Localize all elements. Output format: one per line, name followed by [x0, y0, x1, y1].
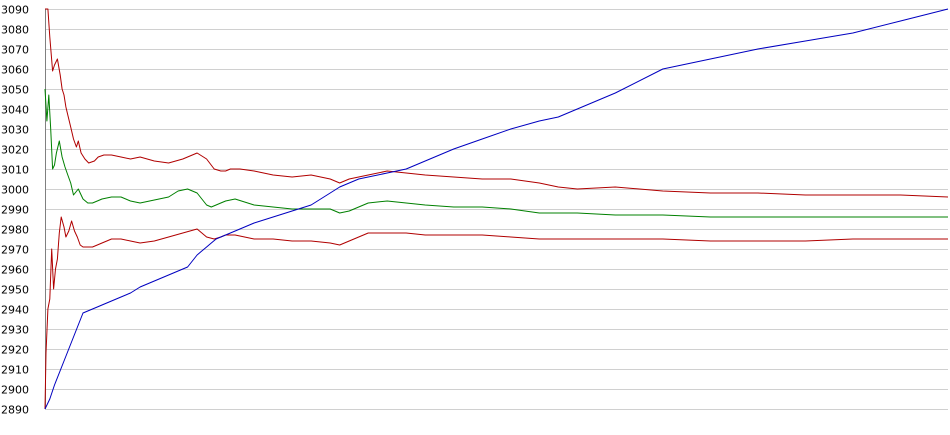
- y-tick-label: 2950: [1, 284, 29, 297]
- y-tick-label: 3020: [1, 144, 29, 157]
- series-line-upper: [45, 8, 949, 198]
- y-tick-label: 2990: [1, 204, 29, 217]
- y-tick-label: 2970: [1, 244, 29, 257]
- y-tick-label: 2940: [1, 304, 29, 317]
- y-tick-label: 3040: [1, 104, 29, 117]
- y-tick-label: 2920: [1, 344, 29, 357]
- y-tick-label: 3010: [1, 164, 29, 177]
- y-tick-label: 2890: [1, 404, 29, 417]
- y-tick-label: 3050: [1, 84, 29, 97]
- y-tick-label: 3060: [1, 64, 29, 77]
- series-layer: [44, 8, 949, 410]
- y-tick-label: 3000: [1, 184, 29, 197]
- y-tick-label: 3090: [1, 4, 29, 17]
- y-tick-label: 3070: [1, 44, 29, 57]
- y-tick-label: 2960: [1, 264, 29, 277]
- y-tick-label: 3080: [1, 24, 29, 37]
- y-tick-label: 2900: [1, 384, 29, 397]
- grid-layer: [45, 9, 948, 410]
- y-tick-label: 3030: [1, 124, 29, 137]
- series-line-middle: [44, 88, 948, 218]
- y-tick-label: 2930: [1, 324, 29, 337]
- y-tick-labels: 2890 2900 2910 2920 2930 2940 2950 2960 2970 2980…: [1, 4, 29, 417]
- series-line-lower: [44, 216, 948, 410]
- y-tick-label: 2910: [1, 364, 29, 377]
- y-tick-label: 2980: [1, 224, 29, 237]
- series-line-rising: [44, 8, 949, 410]
